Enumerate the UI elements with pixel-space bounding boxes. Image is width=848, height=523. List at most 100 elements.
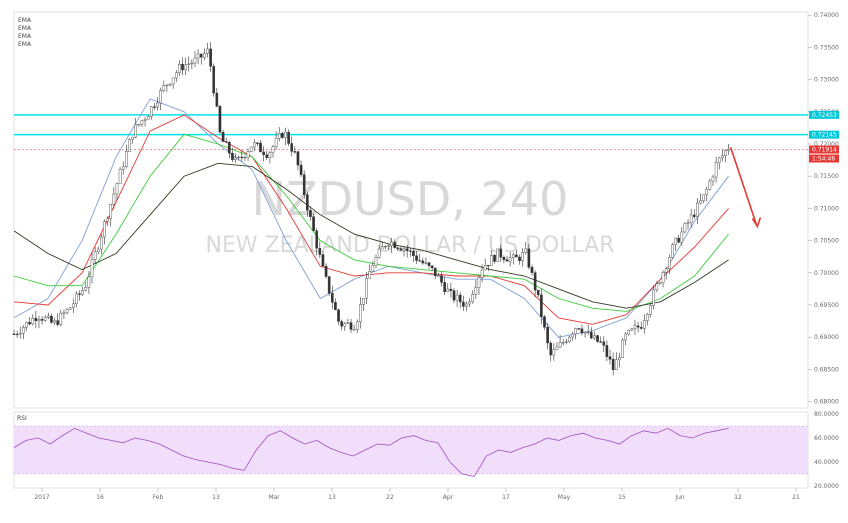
candle-body [555, 346, 559, 350]
candle-body [334, 302, 337, 310]
candle-body [365, 278, 368, 299]
candle-body [246, 151, 250, 158]
price-tag [809, 154, 839, 163]
candle-body [643, 320, 646, 329]
candle-body [524, 248, 528, 253]
candle-body [159, 90, 162, 104]
candle-body [90, 259, 94, 278]
price-tag [809, 130, 839, 139]
candle-body [100, 236, 103, 250]
candle-body [577, 328, 581, 330]
candle-body [25, 322, 28, 328]
time-tick-label: Mar [268, 494, 280, 501]
candle-body [433, 267, 437, 276]
candle-body [614, 359, 618, 370]
candle-body [714, 162, 718, 178]
price-tick-label: 0.70000 [814, 270, 839, 277]
candle-body [290, 143, 294, 152]
candle-body [527, 248, 531, 268]
ema-line [13, 114, 729, 325]
candle-body [639, 326, 643, 329]
legend-entry: EMA [18, 33, 32, 40]
candle-body [209, 48, 212, 67]
candle-body [162, 85, 166, 91]
candle-body [271, 146, 275, 153]
candle-body [71, 303, 75, 309]
candle-body [415, 255, 418, 261]
candle-body [583, 331, 587, 334]
price-tick-label: 0.70500 [814, 238, 839, 245]
candle-body [727, 149, 730, 151]
candle-body [153, 106, 156, 108]
candle-body [483, 264, 487, 271]
ema-line [13, 133, 729, 312]
candle-body [533, 272, 537, 291]
rsi-tick-label: 80.0000 [814, 411, 839, 418]
description-watermark: NEW ZEALAND DOLLAR / US DOLLAR [205, 233, 614, 258]
candle-body [37, 319, 41, 322]
time-tick-label: 21 [792, 494, 800, 501]
candle-body [511, 254, 515, 258]
candle-body [480, 269, 484, 278]
candle-body [206, 48, 209, 54]
candle-body [12, 333, 16, 335]
price-tick-label: 0.71500 [814, 173, 839, 180]
time-tick-label: 13 [212, 494, 220, 501]
candle-body [134, 124, 138, 138]
candle-body [50, 315, 53, 323]
candle-body [299, 164, 303, 175]
candle-body [630, 328, 634, 331]
candle-body [374, 257, 378, 266]
candle-body [327, 276, 331, 294]
candle-body [109, 204, 113, 220]
time-tick-label: 15 [618, 494, 626, 501]
candle-body [502, 257, 506, 260]
candle-body [168, 83, 172, 86]
candle-body [677, 237, 680, 243]
candle-body [284, 131, 287, 138]
candle-body [34, 317, 38, 322]
candle-body [674, 237, 677, 245]
candle-body [59, 312, 63, 325]
projection-arrow [729, 146, 762, 229]
candle-body [330, 293, 334, 303]
candle-body [490, 255, 493, 266]
candle-body [708, 180, 712, 190]
candle-body [618, 357, 621, 360]
candle-body [458, 294, 462, 303]
candle-body [452, 290, 456, 301]
candle-body [234, 157, 237, 160]
time-tick-label: Apr [443, 494, 454, 501]
price-tick-label: 0.73000 [814, 77, 839, 84]
candle-body [281, 133, 284, 138]
candle-body [190, 62, 194, 65]
candle-body [636, 325, 640, 328]
time-tick-label: 16 [96, 494, 104, 501]
candle-body [240, 156, 244, 159]
candle-body [658, 282, 662, 284]
price-tick-label: 0.74000 [814, 12, 839, 19]
candle-body [412, 250, 415, 256]
candle-body [474, 287, 478, 295]
candle-body [611, 359, 615, 370]
ema-line [13, 98, 729, 338]
candle-body [78, 293, 81, 295]
candle-body [306, 194, 309, 211]
candle-body [418, 260, 421, 262]
candle-body [237, 156, 240, 159]
candle-body [424, 262, 428, 264]
candle-body [118, 169, 122, 184]
candle-body [405, 248, 409, 251]
candle-body [268, 152, 272, 158]
candle-body [686, 222, 690, 224]
price-tick-label: 0.73500 [814, 44, 839, 51]
candle-body [724, 150, 727, 156]
candle-body [508, 257, 512, 262]
candle-body [546, 327, 549, 344]
candle-body [624, 333, 627, 341]
candle-body [106, 218, 109, 222]
candle-body [384, 245, 387, 248]
candle-body [265, 154, 269, 158]
candle-body [399, 248, 403, 251]
